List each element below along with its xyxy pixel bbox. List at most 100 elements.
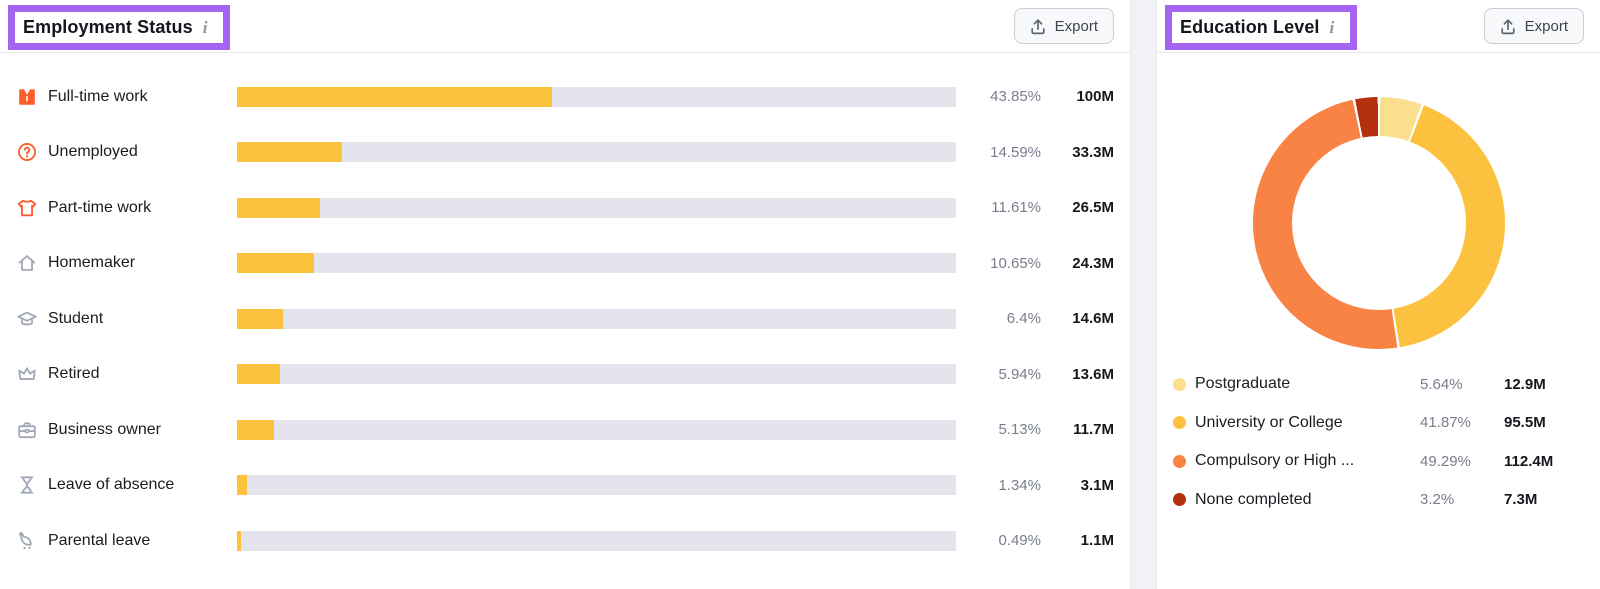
- employment-panel-header: Employment Status i Export: [0, 0, 1130, 53]
- employment-category-label: Student: [48, 309, 104, 327]
- employment-audience-size: 13.6M: [1072, 365, 1114, 383]
- legend-item: None completed 3.2% 7.3M: [1173, 481, 1584, 520]
- bar-fill: [237, 197, 321, 218]
- employment-row: Student 6.4% 14.6M: [16, 291, 1114, 347]
- bar-track: [237, 197, 956, 218]
- legend-color-dot: [1173, 454, 1186, 468]
- bar-track: [237, 530, 956, 551]
- education-percent-value: 5.64%: [1420, 375, 1463, 393]
- export-button-education[interactable]: Export: [1483, 8, 1584, 44]
- employment-category-label: Parental leave: [48, 531, 151, 549]
- employment-row: Leave of absence 1.34% 3.1M: [16, 458, 1114, 514]
- education-legend: Postgraduate 5.64% 12.9M University or C…: [1157, 349, 1600, 519]
- education-audience-size: 7.3M: [1504, 491, 1538, 509]
- annotation-highlight-box-employment: Employment Status i: [8, 4, 231, 50]
- education-category-label: Postgraduate: [1195, 375, 1291, 393]
- employment-row: Part-time work 11.61% 26.5M: [16, 180, 1114, 236]
- graduation-cap-icon: [16, 308, 38, 330]
- education-percent-value: 3.2%: [1420, 491, 1455, 509]
- employment-audience-size: 1.1M: [1080, 532, 1114, 550]
- bar-track: [237, 364, 956, 385]
- employment-percent-value: 6.4%: [1006, 310, 1041, 328]
- education-category-label: University or College: [1195, 413, 1343, 431]
- education-category-label: Compulsory or High ...: [1195, 452, 1355, 470]
- bar-fill: [237, 530, 241, 551]
- suit-icon: [16, 86, 38, 108]
- education-level-panel: Education Level i Export Postgraduate 5.…: [1157, 0, 1600, 589]
- education-donut-chart: [1252, 97, 1505, 349]
- bar-fill: [237, 86, 553, 107]
- employment-row: Business owner 5.13% 11.7M: [16, 402, 1114, 458]
- employment-row: Full-time work 43.85% 100M: [16, 69, 1114, 125]
- hourglass-icon: [16, 474, 38, 496]
- employment-category-label: Business owner: [48, 420, 161, 438]
- employment-percent-value: 14.59%: [990, 143, 1041, 161]
- employment-percent-value: 43.85%: [990, 88, 1041, 106]
- export-button-employment[interactable]: Export: [1013, 8, 1114, 44]
- education-category-label: None completed: [1195, 490, 1312, 508]
- employment-row: Retired 5.94% 13.6M: [16, 347, 1114, 403]
- bar-track: [237, 86, 956, 107]
- employment-percent-value: 1.34%: [998, 476, 1041, 494]
- bar-track: [237, 253, 956, 274]
- legend-color-dot: [1173, 416, 1186, 430]
- employment-audience-size: 26.5M: [1072, 199, 1114, 217]
- employment-audience-size: 100M: [1076, 88, 1114, 106]
- bar-fill: [237, 308, 284, 329]
- employment-row: Parental leave 0.49% 1.1M: [16, 513, 1114, 569]
- employment-category-label: Leave of absence: [48, 476, 175, 494]
- house-icon: [16, 252, 38, 274]
- crown-icon: [16, 363, 38, 385]
- legend-item: Compulsory or High ... 49.29% 112.4M: [1173, 442, 1584, 481]
- education-percent-value: 49.29%: [1420, 452, 1471, 470]
- info-icon[interactable]: i: [1329, 17, 1335, 37]
- bar-track: [237, 308, 956, 329]
- bar-fill: [237, 364, 280, 385]
- employment-percent-value: 0.49%: [998, 532, 1041, 550]
- education-audience-size: 12.9M: [1504, 375, 1546, 393]
- bar-fill: [237, 253, 314, 274]
- employment-percent-value: 5.13%: [998, 421, 1041, 439]
- bar-fill: [237, 142, 342, 163]
- education-percent-value: 41.87%: [1420, 414, 1471, 432]
- employment-row: Unemployed 14.59% 33.3M: [16, 125, 1114, 181]
- employment-category-label: Full-time work: [48, 87, 148, 105]
- employment-category-label: Part-time work: [48, 198, 152, 216]
- employment-percent-value: 10.65%: [990, 254, 1041, 272]
- employment-bar-chart: Full-time work 43.85% 100M Unemployed 14…: [0, 53, 1130, 569]
- stroller-icon: [16, 530, 38, 552]
- employment-audience-size: 11.7M: [1073, 421, 1114, 439]
- info-icon[interactable]: i: [202, 17, 208, 37]
- bar-fill: [237, 419, 274, 440]
- briefcase-icon: [16, 419, 38, 441]
- education-audience-size: 112.4M: [1504, 452, 1554, 470]
- employment-status-panel: Employment Status i Export Full-time wor…: [0, 0, 1130, 569]
- education-panel-header: Education Level i Export: [1157, 0, 1600, 53]
- legend-item: University or College 41.87% 95.5M: [1173, 404, 1584, 443]
- employment-percent-value: 11.61%: [991, 199, 1041, 217]
- annotation-highlight-box-education: Education Level i: [1165, 4, 1358, 50]
- education-audience-size: 95.5M: [1504, 414, 1546, 432]
- legend-color-dot: [1173, 377, 1186, 391]
- employment-audience-size: 3.1M: [1080, 476, 1114, 494]
- legend-color-dot: [1173, 493, 1186, 507]
- legend-item: Postgraduate 5.64% 12.9M: [1173, 365, 1584, 404]
- bar-fill: [237, 475, 247, 496]
- employment-category-label: Homemaker: [48, 254, 136, 272]
- employment-audience-size: 33.3M: [1072, 143, 1114, 161]
- question-circle-icon: [16, 141, 38, 163]
- upload-icon: [1500, 18, 1515, 34]
- employment-row: Homemaker 10.65% 24.3M: [16, 236, 1114, 292]
- education-donut-area: [1157, 53, 1600, 349]
- upload-icon: [1030, 18, 1045, 34]
- export-label: Export: [1524, 17, 1568, 35]
- bar-track: [237, 419, 956, 440]
- bar-track: [237, 475, 956, 496]
- employment-percent-value: 5.94%: [998, 365, 1041, 383]
- panel-title-education: Education Level: [1180, 16, 1320, 37]
- employment-category-label: Retired: [48, 365, 100, 383]
- employment-audience-size: 14.6M: [1072, 310, 1114, 328]
- tshirt-icon: [16, 197, 38, 219]
- panel-divider: [1130, 0, 1157, 589]
